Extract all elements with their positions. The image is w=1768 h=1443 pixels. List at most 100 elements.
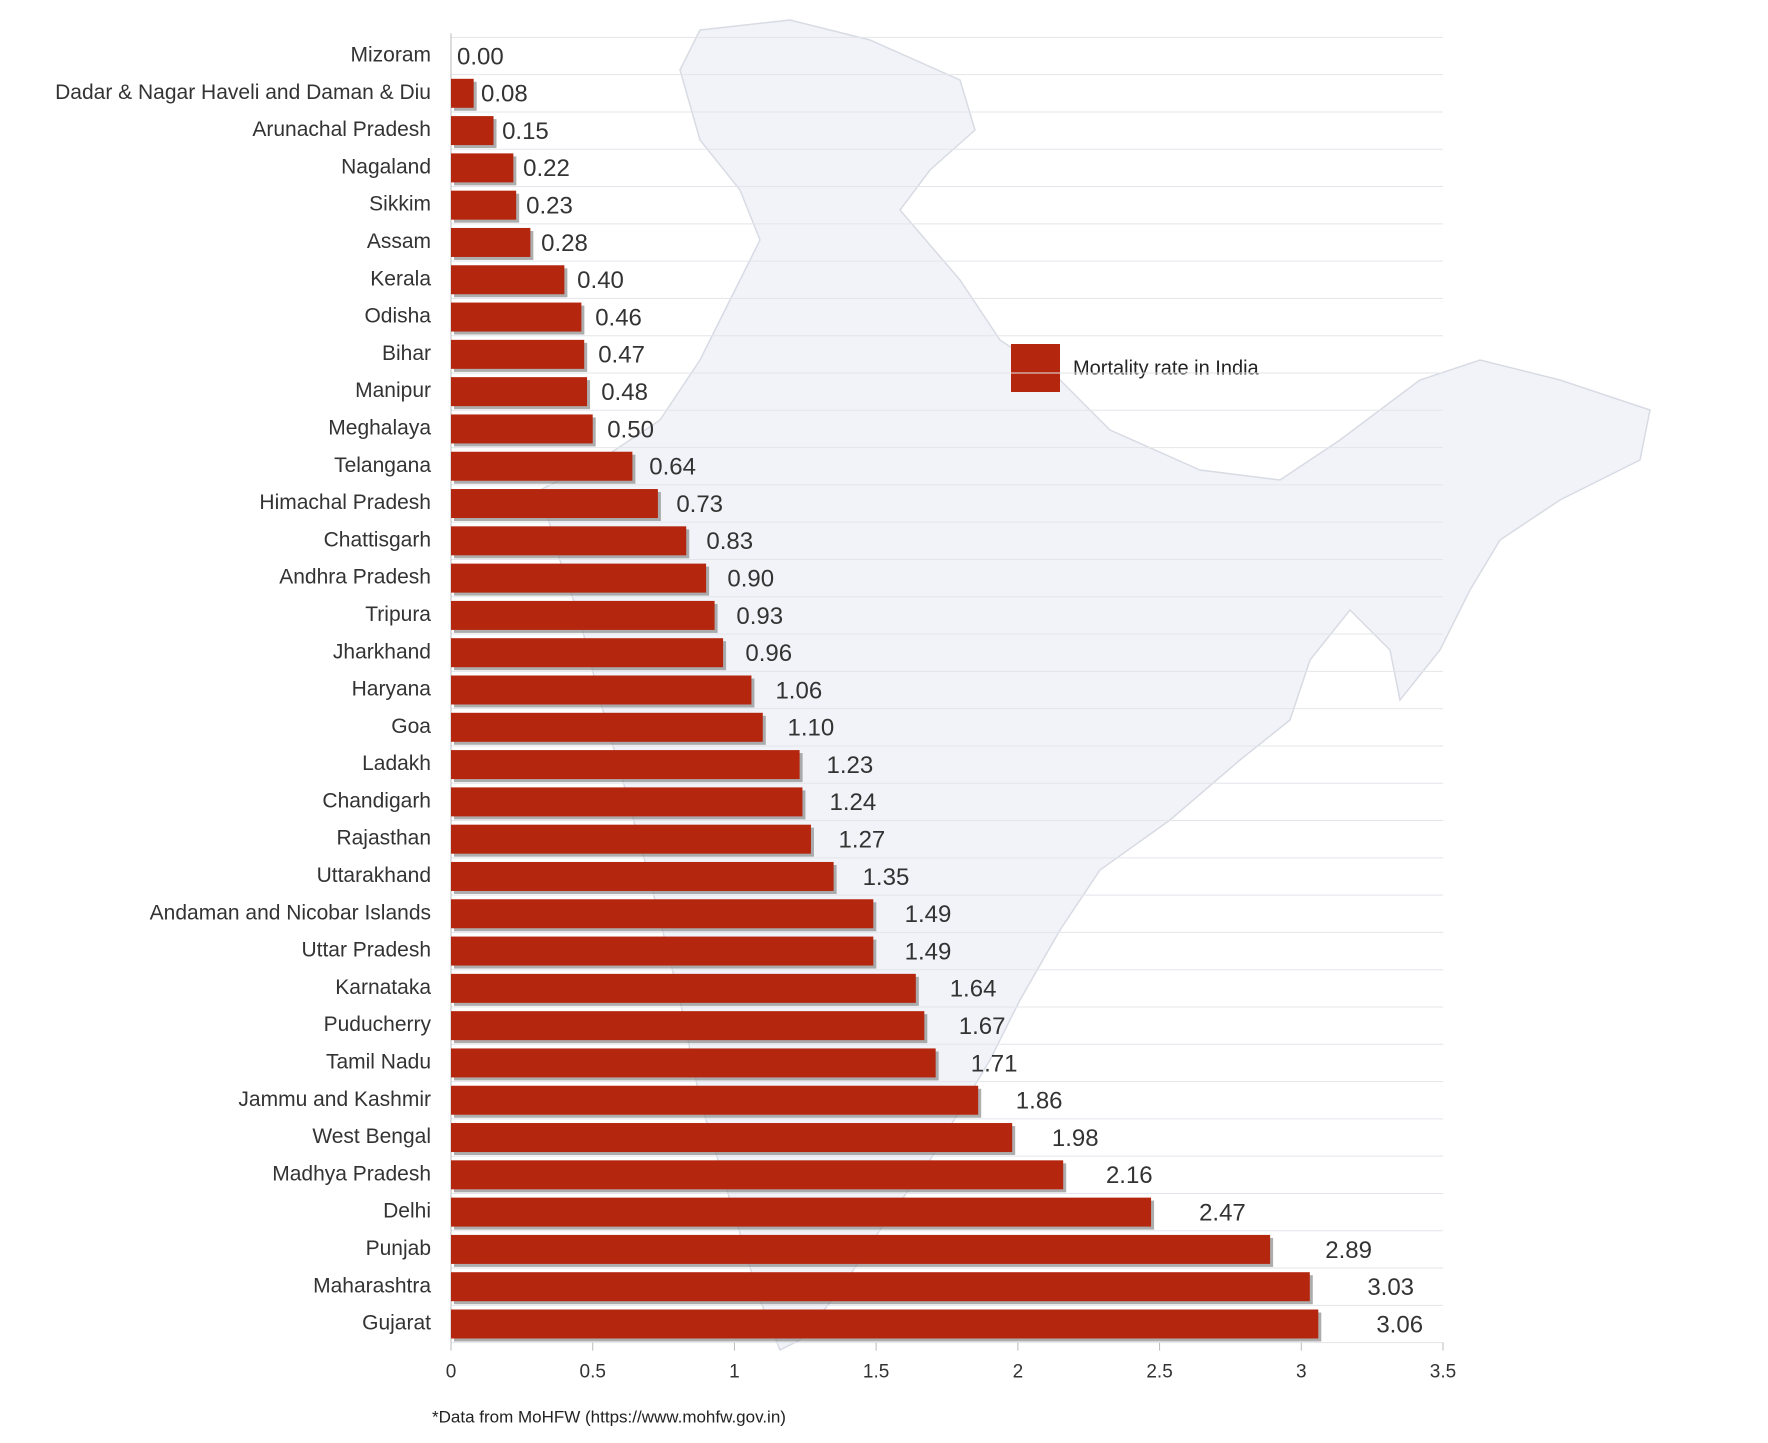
- value-label: 1.49: [905, 938, 952, 965]
- category-label: Andaman and Nicobar Islands: [150, 901, 431, 924]
- value-label: 1.49: [905, 901, 952, 928]
- category-label: Delhi: [383, 1200, 431, 1223]
- value-label: 1.23: [827, 752, 874, 779]
- bar: [451, 787, 803, 817]
- category-label: Tamil Nadu: [326, 1050, 431, 1073]
- value-label: 1.24: [830, 789, 877, 816]
- category-label: Jharkhand: [333, 640, 431, 663]
- bar: [451, 712, 763, 742]
- category-label: Bihar: [382, 342, 431, 365]
- bar: [451, 861, 834, 891]
- category-label: Odisha: [364, 305, 431, 328]
- bar: [451, 451, 633, 481]
- x-tick-label: 1.5: [863, 1362, 889, 1383]
- bar: [451, 973, 916, 1003]
- value-label: 2.89: [1325, 1237, 1372, 1264]
- value-label: 1.86: [1016, 1088, 1063, 1115]
- category-label: Sikkim: [369, 193, 431, 216]
- value-label: 0.08: [481, 81, 528, 108]
- x-tick-label: 3.5: [1430, 1362, 1456, 1383]
- category-label: Goa: [391, 715, 431, 738]
- category-label: Himachal Pradesh: [259, 491, 431, 514]
- value-label: 0.22: [523, 155, 570, 182]
- bar: [451, 1085, 979, 1115]
- category-label: Meghalaya: [328, 416, 431, 439]
- category-label: Manipur: [355, 379, 431, 402]
- value-label: 1.67: [959, 1013, 1006, 1040]
- category-label: West Bengal: [312, 1125, 431, 1148]
- footnote: *Data from MoHFW (https://www.mohfw.gov.…: [432, 1407, 786, 1426]
- value-label: 2.16: [1106, 1162, 1153, 1189]
- x-tick-label: 3: [1296, 1362, 1307, 1383]
- category-label: Haryana: [352, 678, 432, 701]
- bar: [451, 563, 707, 593]
- x-tick-label: 2.5: [1146, 1362, 1172, 1383]
- value-label: 3.06: [1376, 1311, 1423, 1338]
- category-label: Rajasthan: [336, 827, 431, 850]
- value-label: 0.23: [526, 193, 573, 220]
- category-label: Kerala: [370, 267, 431, 290]
- bar: [451, 824, 811, 854]
- bar: [451, 526, 687, 556]
- value-label: 0.93: [736, 603, 783, 630]
- bar: [451, 302, 582, 332]
- bar: [451, 750, 800, 780]
- bar: [451, 1234, 1271, 1264]
- category-label: Mizoram: [350, 44, 431, 67]
- value-label: 0.64: [649, 454, 696, 481]
- legend-swatch: [1011, 344, 1060, 392]
- value-label: 0.40: [577, 267, 624, 294]
- bar: [451, 265, 565, 295]
- category-label: Assam: [367, 230, 431, 253]
- category-label: Chattisgarh: [324, 528, 431, 551]
- value-label: 0.48: [601, 379, 648, 406]
- bar: [451, 1309, 1319, 1339]
- bar: [451, 638, 724, 668]
- bar: [451, 936, 874, 966]
- category-label: Gujarat: [362, 1312, 431, 1335]
- value-label: 1.71: [971, 1050, 1018, 1077]
- category-label: Jammu and Kashmir: [238, 1088, 431, 1111]
- bar: [451, 1048, 936, 1078]
- category-label: Uttarakhand: [317, 864, 431, 887]
- value-label: 1.35: [863, 864, 910, 891]
- value-label: 0.73: [676, 491, 723, 518]
- category-label: Ladakh: [362, 752, 431, 775]
- bar: [451, 1197, 1152, 1227]
- value-label: 1.98: [1052, 1125, 1099, 1152]
- bar: [451, 489, 658, 519]
- value-label: 0.28: [541, 230, 588, 257]
- category-label: Chandigarh: [322, 789, 431, 812]
- bar: [451, 377, 588, 407]
- value-label: 2.47: [1199, 1199, 1246, 1226]
- value-label: 1.06: [775, 677, 822, 704]
- bar: [451, 1011, 925, 1041]
- bar: [451, 675, 752, 705]
- bar: [451, 414, 593, 444]
- legend-label: Mortality rate in India: [1073, 357, 1260, 379]
- category-label: Dadar & Nagar Haveli and Daman & Diu: [55, 81, 431, 104]
- x-tick-label: 2: [1013, 1362, 1024, 1383]
- bar: [451, 78, 474, 108]
- value-label: 0.47: [598, 342, 645, 369]
- category-label: Telangana: [334, 454, 431, 477]
- category-label: Tripura: [365, 603, 431, 626]
- value-label: 1.10: [787, 715, 834, 742]
- value-label: 0.46: [595, 304, 642, 331]
- category-label: Nagaland: [341, 155, 431, 178]
- bar: [451, 600, 715, 630]
- bar: [451, 1160, 1064, 1190]
- bar: [451, 190, 517, 220]
- category-label: Andhra Pradesh: [279, 566, 431, 589]
- value-label: 1.64: [950, 976, 997, 1003]
- bar: [451, 1123, 1013, 1153]
- bar: [451, 153, 514, 183]
- category-label: Puducherry: [324, 1013, 432, 1036]
- value-label: 3.03: [1367, 1274, 1414, 1301]
- category-label: Madhya Pradesh: [272, 1162, 431, 1185]
- category-label: Maharashtra: [313, 1274, 431, 1297]
- category-label: Punjab: [366, 1237, 431, 1260]
- value-label: 0.83: [706, 528, 753, 555]
- value-label: 0.50: [607, 416, 654, 443]
- bar: [451, 116, 494, 146]
